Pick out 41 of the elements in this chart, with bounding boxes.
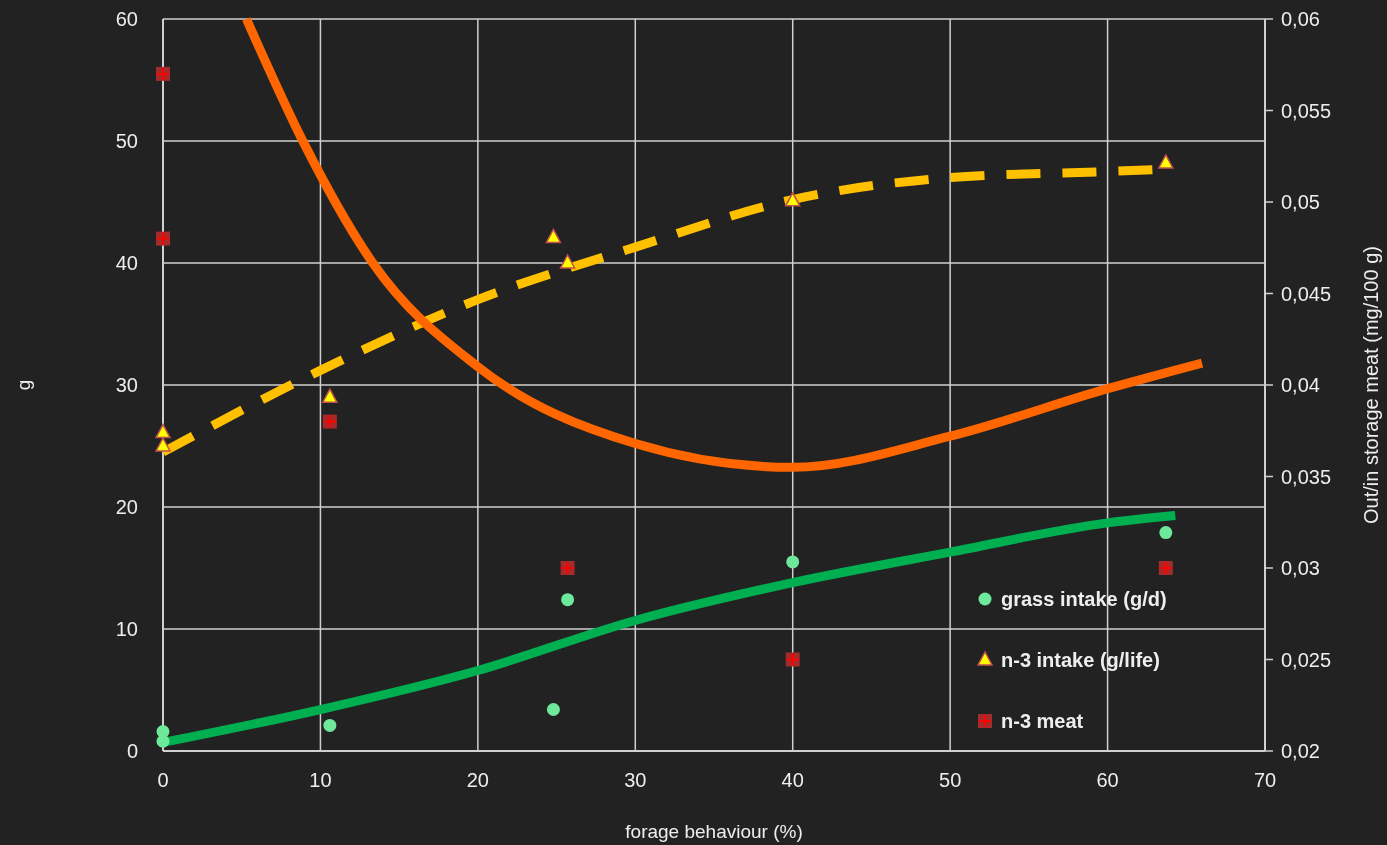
- y2-tick-label: 0,025: [1281, 648, 1332, 671]
- point: [1159, 526, 1173, 540]
- point: [322, 388, 338, 403]
- y-tick-label: 20: [115, 496, 138, 518]
- x-tick-label: 20: [466, 769, 489, 791]
- y-tick-label: 60: [115, 8, 138, 30]
- x-tick-label: 50: [939, 769, 962, 791]
- y2-tick-label: 0,06: [1281, 8, 1320, 30]
- x-tick-label: 40: [781, 769, 804, 791]
- y2-tick-label: 0,02: [1281, 740, 1320, 762]
- point: [784, 192, 801, 207]
- point: [545, 228, 562, 244]
- x-tick-label: 10: [309, 769, 332, 791]
- y2-tick-label: 0,055: [1281, 99, 1332, 122]
- y2-tick-label: 0,035: [1281, 465, 1332, 488]
- y-tick-label: 10: [115, 618, 138, 640]
- y2-tick-label: 0,04: [1281, 374, 1320, 396]
- x-axis-title: forage behaviour (%): [625, 821, 803, 842]
- point: [561, 593, 575, 607]
- x-tick-label: 70: [1253, 769, 1277, 791]
- y-tick-label: 40: [115, 252, 138, 274]
- x-tick-label: 60: [1096, 769, 1119, 791]
- point: [559, 254, 576, 269]
- point: [156, 734, 170, 748]
- y2-tick-label: 0,03: [1281, 557, 1320, 579]
- y-axis-title: g: [13, 379, 34, 391]
- x-tick-label: 30: [624, 769, 647, 791]
- y-tick-label: 30: [115, 374, 138, 396]
- point: [323, 718, 337, 732]
- y2-tick-label: 0,05: [1281, 191, 1320, 213]
- point: [786, 555, 800, 569]
- y-tick-label: 0: [126, 740, 138, 762]
- point: [155, 437, 171, 452]
- legend-label: n-3 meat: [1001, 710, 1084, 732]
- y-tick-label: 50: [115, 130, 138, 152]
- point: [546, 703, 560, 717]
- x-tick-label: 0: [157, 769, 169, 791]
- y2-tick-label: 0,045: [1281, 282, 1332, 305]
- point: [1158, 154, 1174, 169]
- point: [155, 423, 171, 439]
- y2-axis-title: Out/in storage meat (mg/100 g): [1360, 246, 1382, 524]
